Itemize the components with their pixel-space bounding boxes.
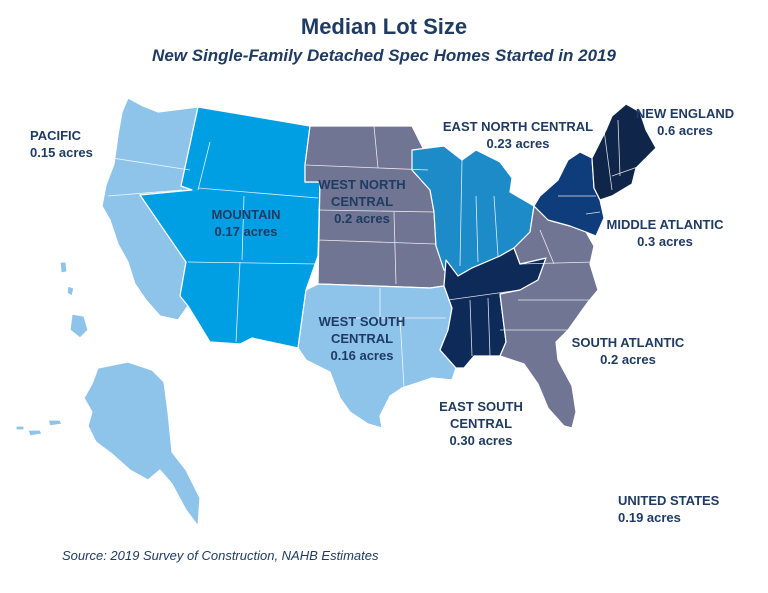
label-mountain: MOUNTAIN 0.17 acres <box>196 206 296 240</box>
label-new-england: NEW ENGLAND 0.6 acres <box>630 105 740 139</box>
region-name: NEW ENGLAND <box>635 106 735 121</box>
region-name: MIDDLE ATLANTIC <box>606 217 724 232</box>
label-middle-atlantic: MIDDLE ATLANTIC 0.3 acres <box>600 216 730 250</box>
region-value: 0.2 acres <box>600 352 656 367</box>
region-south-atlantic-area <box>499 205 599 429</box>
label-united-states: UNITED STATES 0.19 acres <box>618 492 719 526</box>
label-pacific: PACIFIC 0.15 acres <box>30 127 93 161</box>
region-name-line1: EAST SOUTH <box>439 399 523 414</box>
region-value: 0.23 acres <box>486 136 550 151</box>
region-new-england-area <box>591 103 657 201</box>
label-east-south-central: EAST SOUTH CENTRAL 0.30 acres <box>426 398 536 449</box>
label-west-south-central: WEST SOUTH CENTRAL 0.16 acres <box>310 313 414 364</box>
region-value: 0.30 acres <box>449 433 513 448</box>
region-name: SOUTH ATLANTIC <box>571 335 685 350</box>
region-name: EAST NORTH CENTRAL <box>442 119 594 134</box>
region-value: 0.16 acres <box>330 348 394 363</box>
region-value: 0.17 acres <box>214 224 278 239</box>
label-west-north-central: WEST NORTH CENTRAL 0.2 acres <box>310 176 414 227</box>
region-name: MOUNTAIN <box>211 207 281 222</box>
hawaii-area <box>59 261 89 339</box>
alaska-area <box>83 361 201 527</box>
region-value: 0.3 acres <box>637 234 693 249</box>
region-name: PACIFIC <box>30 128 82 143</box>
region-name-line2: CENTRAL <box>330 331 394 346</box>
region-name-line1: WEST SOUTH <box>318 314 406 329</box>
alaska-aleutians-area <box>15 419 63 437</box>
map-subtitle: New Single-Family Detached Spec Homes St… <box>152 46 616 65</box>
label-east-north-central: EAST NORTH CENTRAL 0.23 acres <box>436 118 600 152</box>
map-title: Median Lot Size <box>300 14 468 39</box>
state-borders <box>107 119 647 389</box>
label-south-atlantic: SOUTH ATLANTIC 0.2 acres <box>566 334 690 368</box>
region-name-line2: CENTRAL <box>330 194 394 209</box>
source-note: Source: 2019 Survey of Construction, NAH… <box>62 548 379 563</box>
region-middle-atlantic-area <box>533 151 605 237</box>
region-value: 0.15 acres <box>30 145 93 160</box>
region-value: 0.6 acres <box>657 123 713 138</box>
region-name-line2: CENTRAL <box>449 416 513 431</box>
region-name: UNITED STATES <box>618 493 720 508</box>
region-value: 0.19 acres <box>618 510 681 525</box>
region-value: 0.2 acres <box>334 211 390 226</box>
region-name-line1: WEST NORTH <box>318 177 406 192</box>
